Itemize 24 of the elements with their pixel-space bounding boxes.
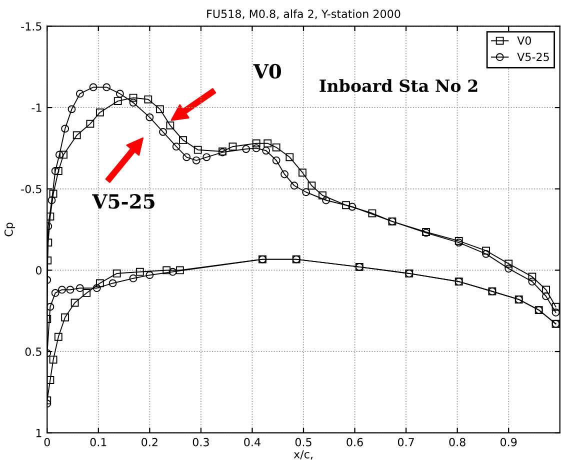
x-axis-title: x/c, [294,450,312,460]
x-tick-label: 0.3 [192,438,209,446]
y-axis-title: Cp [4,222,16,236]
x-tick-label: 0.9 [500,438,517,446]
annotation: V0 [253,64,282,79]
legend-label: V0 [517,36,531,45]
x-tick-label: 0.1 [90,438,106,446]
chart-title: FU518, M0.8, alfa 2, Y-station 2000 [207,9,400,20]
y-tick-label: 1 [36,428,42,438]
legend-label: V5-25 [517,52,549,62]
annotation: V5-25 [92,194,154,209]
x-tick-label: 0.6 [346,438,363,446]
y-tick-label: -0.5 [21,184,42,194]
y-tick-label: 0.5 [25,348,42,356]
x-tick-label: 0.7 [398,438,414,446]
x-tick-label: 0.2 [142,438,158,446]
x-tick-label: 0.5 [295,438,312,446]
y-tick-label: 0 [36,266,42,275]
x-tick-label: 0.8 [449,438,466,446]
y-tick-label: -1.5 [21,22,42,31]
x-tick-label: 0 [44,438,50,446]
y-tick-label: -1 [32,104,42,112]
x-tick-label: 0.4 [244,438,260,446]
annotation: Inboard Sta No 2 [320,79,478,92]
